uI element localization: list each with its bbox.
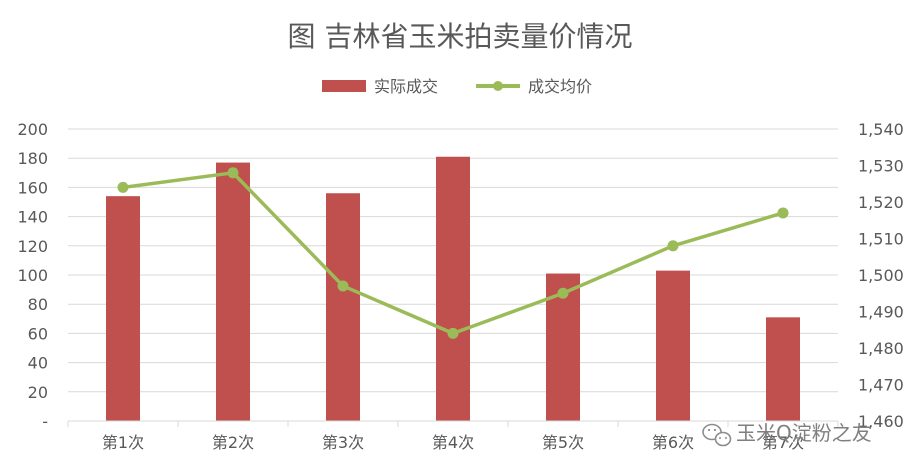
right-tick-label: 1,480	[858, 339, 904, 358]
right-tick-label: 1,510	[858, 230, 904, 249]
x-axis-ticks: 第1次 第2次 第3次 第4次 第5次 第6次 第7次	[67, 420, 839, 452]
line-series	[117, 167, 789, 339]
right-tick-label: 1,490	[858, 303, 904, 322]
right-tick-label: 1,520	[858, 193, 904, 212]
line-point	[117, 181, 129, 193]
watermark: 玉米Q淀粉之友	[702, 421, 872, 447]
line-point	[337, 280, 349, 292]
chart-title: 图 吉林省玉米拍卖量价情况	[288, 20, 633, 53]
wechat-icon	[702, 423, 732, 447]
legend-swatch-bar	[322, 80, 366, 92]
legend-swatch-marker	[493, 81, 503, 91]
left-tick-label: 100	[17, 266, 48, 285]
left-axis-ticks: - 20 40 60 80 100 120 140 160 180 200	[17, 120, 48, 431]
x-tick-label: 第2次	[212, 433, 254, 452]
left-tick-label: 60	[28, 324, 48, 343]
bar	[326, 193, 360, 421]
bar	[106, 196, 140, 421]
left-tick-label: -	[42, 412, 48, 431]
x-tick-label: 第6次	[652, 433, 694, 452]
left-tick-label: 40	[28, 354, 48, 373]
watermark-text: 玉米Q淀粉之友	[736, 421, 872, 445]
left-tick-label: 180	[17, 149, 48, 168]
line-point	[447, 327, 459, 339]
x-tick-label: 第3次	[322, 433, 364, 452]
right-tick-label: 1,460	[858, 412, 904, 431]
bar	[436, 156, 470, 422]
line-point	[667, 240, 679, 252]
left-tick-label: 160	[17, 178, 48, 197]
legend-label-line: 成交均价	[528, 77, 592, 96]
left-tick-label: 140	[17, 208, 48, 227]
x-tick-label: 第7次	[762, 433, 804, 452]
right-tick-label: 1,470	[858, 376, 904, 395]
left-tick-label: 120	[17, 237, 48, 256]
legend: 实际成交 成交均价	[322, 77, 592, 96]
line-point	[777, 207, 789, 219]
left-tick-label: 80	[28, 295, 48, 314]
left-tick-label: 200	[17, 120, 48, 139]
x-tick-label: 第5次	[542, 433, 584, 452]
x-tick-label: 第4次	[432, 433, 474, 452]
line-point	[227, 167, 239, 179]
x-tick-label: 第1次	[102, 433, 144, 452]
legend-label-bar: 实际成交	[374, 77, 438, 96]
right-tick-label: 1,530	[858, 157, 904, 176]
right-axis-ticks: 1,460 1,470 1,480 1,490 1,500 1,510 1,520 1,530…	[858, 120, 904, 431]
line-point	[557, 287, 569, 299]
left-tick-label: 20	[28, 383, 48, 402]
right-tick-label: 1,500	[858, 266, 904, 285]
bar	[216, 162, 250, 421]
bar-series	[106, 156, 800, 422]
bar	[766, 317, 800, 421]
bar	[656, 270, 690, 421]
right-tick-label: 1,540	[858, 120, 904, 139]
